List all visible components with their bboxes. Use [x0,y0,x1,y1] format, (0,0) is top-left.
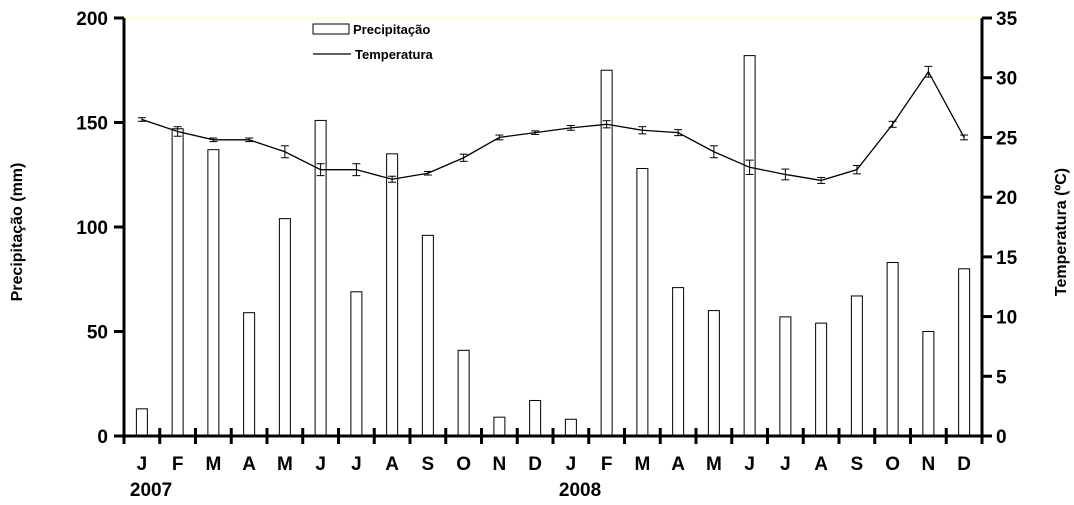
bar [886,262,899,437]
x-tick-label: S [851,454,864,475]
bar [171,128,184,437]
x-tick-label: O [885,454,900,475]
y-tick-label-right: 15 [996,248,1018,269]
bar [386,153,399,437]
bar [564,418,577,437]
bar [493,416,506,437]
bar [707,310,720,437]
x-tick-label: J [780,454,791,475]
x-tick-label: M [205,454,221,475]
legend-label-temperatura: Temperatura [355,47,434,62]
x-tick-label: N [922,454,936,475]
bar [672,287,685,437]
x-tick-label: M [706,454,722,475]
y-tick-label-left: 100 [76,218,108,239]
bar [207,149,220,437]
x-tick-label: M [277,454,293,475]
x-tick-label: O [456,454,471,475]
y-tick-label-right: 25 [996,128,1018,149]
y-tick-label-right: 20 [996,188,1017,209]
x-tick-label: J [351,454,362,475]
x-tick-label: J [315,454,326,475]
bar [922,331,935,437]
bar [529,399,542,437]
y-tick-label-left: 0 [97,427,108,448]
x-tick-label: M [634,454,650,475]
x-tick-label: A [671,454,685,475]
y-tick-label-right: 30 [996,69,1017,90]
year-label: 2007 [130,480,172,501]
x-tick-label: A [385,454,399,475]
year-label: 2008 [559,480,601,501]
x-tick-label: N [493,454,507,475]
y-tick-label-left: 50 [87,323,108,344]
y-tick-label-left: 150 [76,114,108,135]
x-tick-label: A [242,454,256,475]
bar [350,291,363,437]
y-tick-label-right: 35 [996,9,1018,30]
bar [815,322,828,437]
x-tick-label: J [137,454,148,475]
temperature-line [141,70,965,182]
bar [135,408,148,437]
bar [958,268,971,437]
legend-bar-swatch [312,23,350,35]
bar [779,316,792,437]
bar [243,312,256,437]
x-tick-label: D [528,454,542,475]
y-tick-label-left: 200 [76,9,108,30]
y-tick-label-right: 0 [996,427,1007,448]
x-tick-label: J [566,454,577,475]
bar [278,218,291,437]
x-tick-label: D [957,454,971,475]
x-tick-label: F [601,454,613,475]
x-tick-label: S [422,454,435,475]
bar [743,55,756,437]
bar [457,349,470,437]
bar [421,234,434,437]
bar [636,167,649,437]
y-axis-title-right: Temperatura (ºC) [1053,168,1070,296]
x-tick-label: F [172,454,184,475]
y-tick-label-right: 5 [996,367,1007,388]
x-tick-label: J [744,454,755,475]
x-tick-label: A [814,454,828,475]
legend-label-precipitacao: Precipitação [353,22,430,37]
bar [850,295,863,437]
legend: Precipitação Temperatura [312,22,434,62]
y-axis-title-left: Precipitação (mm) [9,163,26,302]
y-tick-label-right: 10 [996,308,1017,329]
